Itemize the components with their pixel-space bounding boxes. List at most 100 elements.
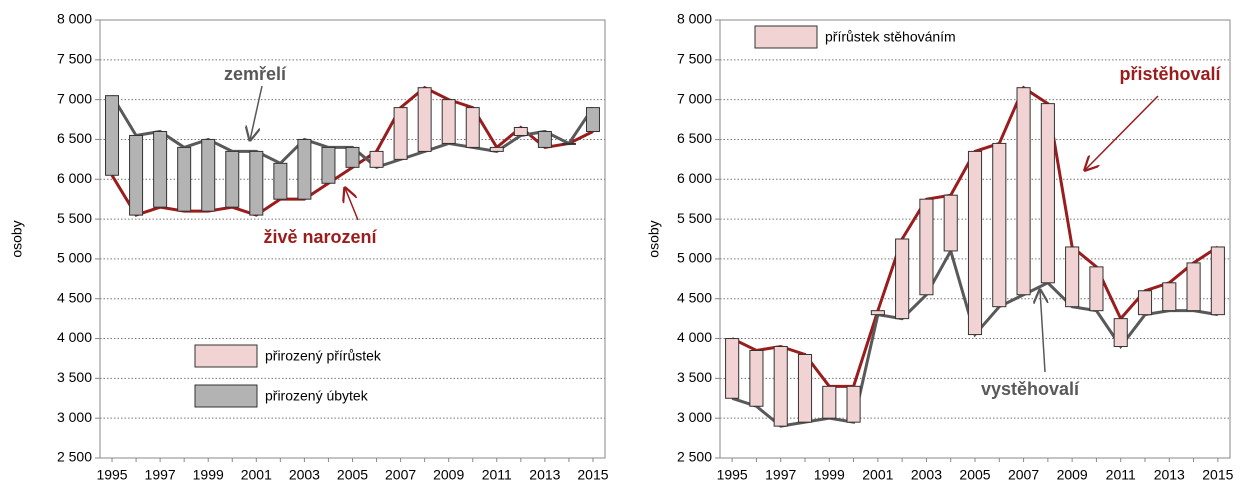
y-tick-label: 3 500: [57, 369, 92, 385]
updown-bar: [561, 142, 576, 145]
updown-bar: [129, 134, 144, 216]
updown-bar: [225, 150, 240, 208]
x-tick-label: 1999: [193, 467, 224, 483]
y-tick-label: 2 500: [677, 449, 712, 465]
updown-bar: [1016, 87, 1031, 296]
annotation: přistěhovalí: [1119, 64, 1221, 84]
legend-label: přírůstek stěhováním: [825, 29, 956, 45]
x-tick-label: 2003: [911, 467, 942, 483]
updown-bar: [465, 107, 480, 148]
updown-bar: [585, 107, 600, 132]
y-tick-label: 6 500: [57, 130, 92, 146]
updown-bar: [1089, 266, 1104, 312]
x-tick-label: 1999: [814, 467, 845, 483]
legend-swatch: [194, 344, 258, 368]
x-tick-label: 2013: [1154, 467, 1185, 483]
updown-bar: [345, 146, 360, 168]
y-tick-label: 7 500: [677, 51, 712, 67]
updown-bar: [1137, 290, 1153, 316]
y-tick-label: 5 000: [677, 250, 712, 266]
y-tick-label: 6 000: [57, 170, 92, 186]
updown-bar: [369, 150, 384, 168]
updown-bar: [749, 349, 764, 407]
x-tick-label: 2009: [433, 467, 464, 483]
x-tick-label: 1997: [145, 467, 176, 483]
x-tick-label: 2007: [1008, 467, 1039, 483]
updown-bar: [1065, 246, 1080, 308]
updown-bar: [725, 338, 740, 399]
x-tick-label: 2003: [289, 467, 320, 483]
updown-bar: [919, 198, 934, 296]
updown-bar: [822, 385, 837, 419]
x-tick-label: 1997: [765, 467, 796, 483]
y-tick-label: 3 500: [677, 369, 712, 385]
annotation-arrow: [1085, 95, 1159, 170]
x-tick-label: 2009: [1057, 467, 1088, 483]
x-tick-label: 2007: [385, 467, 416, 483]
annotation-arrow: [250, 85, 263, 140]
x-tick-label: 2015: [1202, 467, 1233, 483]
x-tick-label: 2011: [1106, 467, 1136, 483]
updown-bar: [967, 150, 983, 336]
y-tick-label: 4 000: [677, 329, 712, 345]
y-tick-label: 7 000: [677, 90, 712, 106]
y-axis-label: osoby: [9, 220, 25, 257]
updown-bar: [1113, 318, 1128, 348]
updown-bar: [249, 150, 264, 216]
updown-bar: [895, 238, 910, 320]
updown-bar: [1210, 246, 1225, 316]
y-tick-label: 6 500: [677, 130, 712, 146]
updown-bar: [797, 353, 813, 423]
y-tick-label: 5 500: [57, 210, 92, 226]
updown-bar: [201, 138, 216, 212]
y-tick-label: 8 000: [677, 11, 712, 27]
updown-bar: [1162, 282, 1177, 312]
updown-bar: [1040, 103, 1055, 284]
legend-label: přirozený přírůstek: [265, 348, 382, 364]
x-tick-label: 2011: [482, 467, 512, 483]
y-tick-label: 6 000: [677, 170, 712, 186]
y-tick-label: 8 000: [57, 11, 92, 27]
updown-bar: [105, 95, 120, 176]
x-tick-label: 2005: [337, 467, 368, 483]
legend-swatch: [754, 25, 818, 49]
updown-bar: [943, 194, 958, 252]
legend-label: přirozený úbytek: [265, 388, 369, 404]
updown-bar: [417, 87, 432, 152]
y-axis-label: osoby: [646, 220, 662, 257]
updown-bar: [441, 99, 456, 144]
updown-bar: [393, 107, 408, 160]
annotation: vystěhovalí: [981, 379, 1080, 399]
y-tick-label: 4 500: [57, 289, 92, 305]
updown-bar: [153, 130, 168, 208]
y-tick-label: 2 500: [57, 449, 92, 465]
x-tick-label: 1995: [96, 467, 127, 483]
y-tick-label: 3 000: [677, 409, 712, 425]
x-tick-label: 2013: [529, 467, 560, 483]
y-tick-label: 4 000: [57, 329, 92, 345]
updown-bar: [870, 310, 885, 316]
x-tick-label: 2001: [862, 467, 893, 483]
annotation-arrow: [1040, 290, 1045, 373]
updown-bar: [773, 346, 788, 427]
updown-bar: [992, 142, 1007, 308]
x-tick-label: 2001: [241, 467, 272, 483]
updown-bar: [489, 146, 504, 152]
y-tick-label: 5 500: [677, 210, 712, 226]
annotation-arrow: [345, 188, 359, 221]
y-tick-label: 7 500: [57, 51, 92, 67]
y-tick-label: 3 000: [57, 409, 92, 425]
updown-bar: [177, 146, 192, 212]
updown-bar: [297, 138, 312, 200]
updown-bar: [537, 130, 552, 148]
y-tick-label: 7 000: [57, 90, 92, 106]
updown-bar: [321, 146, 336, 184]
y-tick-label: 4 500: [677, 289, 712, 305]
legend-swatch: [194, 384, 258, 408]
y-tick-label: 5 000: [57, 250, 92, 266]
annotation: živě narození: [263, 227, 377, 247]
updown-bar: [273, 162, 288, 200]
x-tick-label: 2015: [577, 467, 608, 483]
x-tick-label: 1995: [717, 467, 748, 483]
